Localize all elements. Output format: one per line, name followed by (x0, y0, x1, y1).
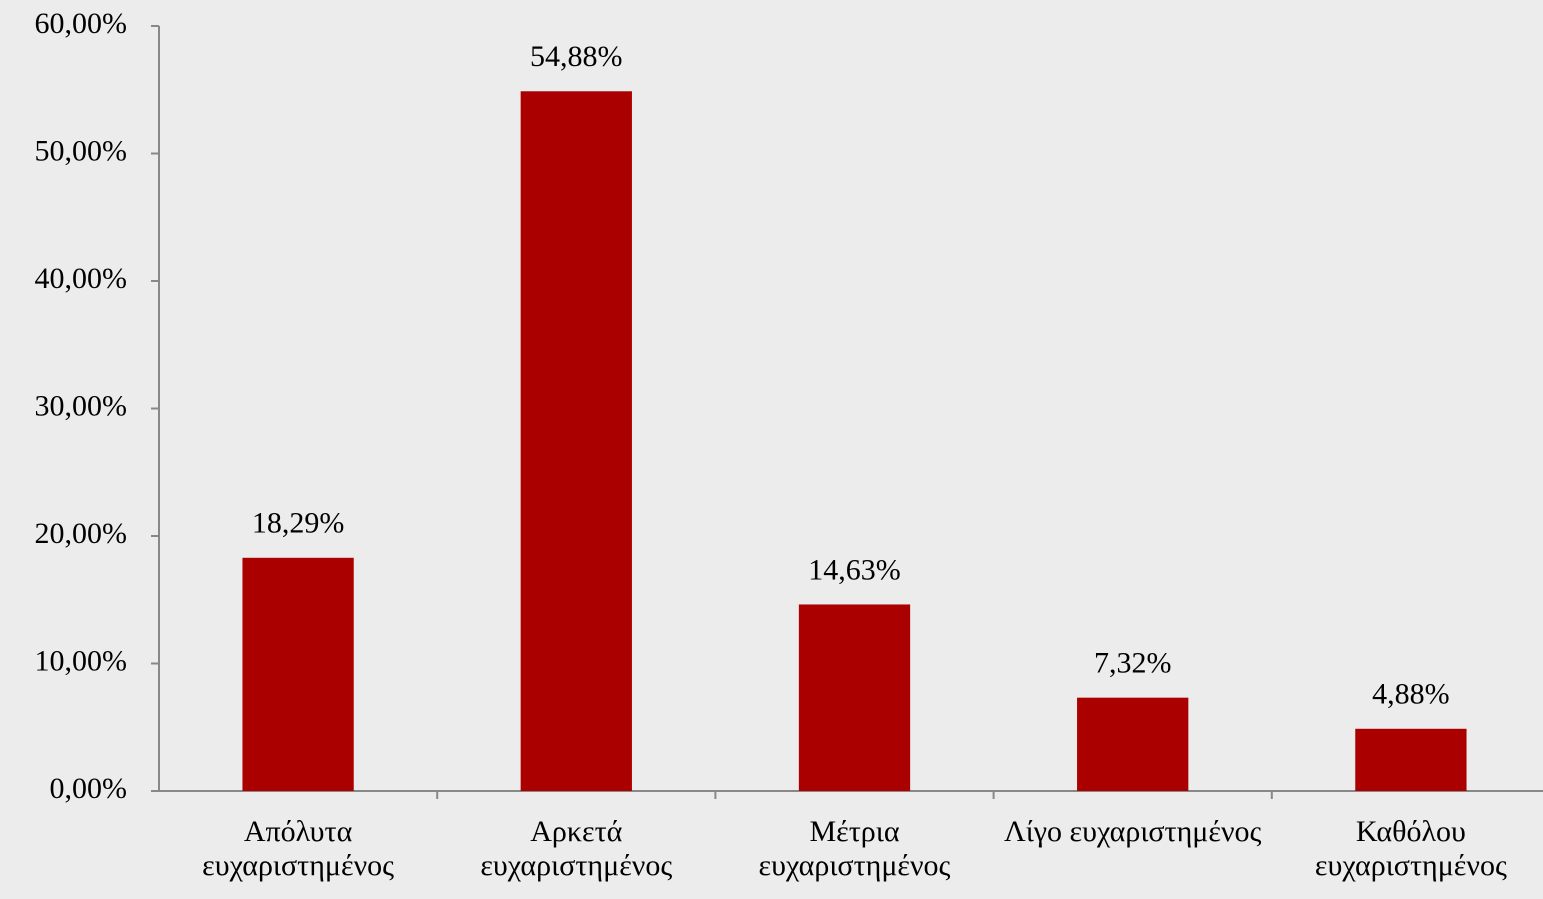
bar (242, 557, 354, 791)
data-label: 4,88% (1372, 678, 1450, 711)
x-tick-label: Καθόλου ευχαριστημένος (1314, 815, 1507, 882)
y-tick-label: 60,00% (35, 7, 128, 40)
data-label: 18,29% (252, 507, 345, 540)
y-tick-label: 40,00% (35, 262, 128, 295)
x-tick-label: Μέτρια ευχαριστημένος (758, 815, 951, 882)
bar (798, 604, 911, 791)
data-label: 14,63% (808, 553, 901, 586)
bar (1077, 697, 1189, 791)
bar (1355, 728, 1467, 791)
y-tick-label: 50,00% (35, 134, 128, 167)
x-tick-label: Αρκετά ευχαριστημένος (480, 815, 673, 882)
y-tick-label: 0,00% (50, 772, 128, 805)
bar (520, 91, 632, 791)
y-tick-label: 30,00% (35, 389, 128, 422)
y-tick-label: 10,00% (35, 644, 128, 677)
data-label: 7,32% (1094, 647, 1172, 680)
data-label: 54,88% (530, 40, 623, 73)
x-tick-label: Απόλυτα ευχαριστημένος (202, 815, 395, 882)
y-tick-label: 20,00% (35, 517, 128, 550)
x-tick-label: Λίγο ευχαριστημένος (1003, 815, 1262, 848)
